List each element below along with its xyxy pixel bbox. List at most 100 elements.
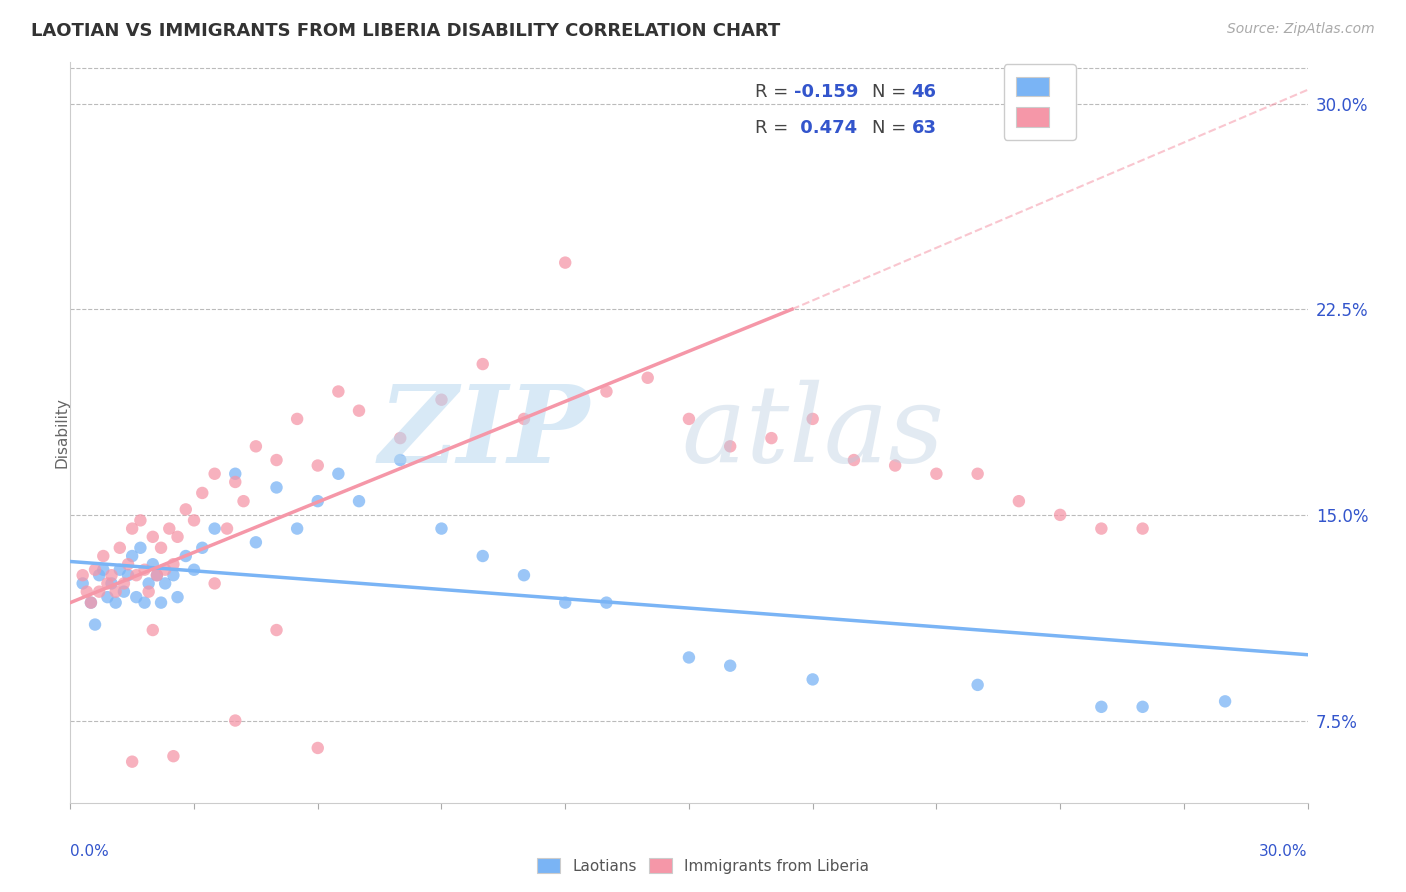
- Point: [146, 568, 169, 582]
- Point: [966, 678, 988, 692]
- Point: [129, 513, 152, 527]
- Text: Source: ZipAtlas.com: Source: ZipAtlas.com: [1227, 22, 1375, 37]
- Point: [183, 563, 205, 577]
- Point: [347, 403, 370, 417]
- Point: [842, 453, 865, 467]
- Point: [84, 563, 107, 577]
- Legend: Laotians, Immigrants from Liberia: Laotians, Immigrants from Liberia: [531, 852, 875, 880]
- Point: [637, 371, 659, 385]
- Point: [162, 749, 184, 764]
- Point: [174, 502, 197, 516]
- Point: [142, 558, 165, 572]
- Point: [801, 412, 824, 426]
- Point: [204, 576, 226, 591]
- Point: [224, 714, 246, 728]
- Point: [100, 576, 122, 591]
- Point: [89, 584, 111, 599]
- Point: [138, 584, 160, 599]
- Point: [117, 558, 139, 572]
- Y-axis label: Disability: Disability: [55, 397, 69, 468]
- Text: N =: N =: [872, 83, 911, 101]
- Point: [761, 431, 783, 445]
- Point: [285, 522, 308, 536]
- Point: [129, 541, 152, 555]
- Point: [966, 467, 988, 481]
- Point: [108, 563, 131, 577]
- Point: [80, 596, 103, 610]
- Point: [678, 650, 700, 665]
- Point: [266, 453, 288, 467]
- Point: [112, 584, 135, 599]
- Point: [162, 558, 184, 572]
- Point: [1090, 699, 1112, 714]
- Point: [142, 623, 165, 637]
- Point: [595, 596, 617, 610]
- Point: [285, 412, 308, 426]
- Point: [224, 475, 246, 489]
- Text: 0.474: 0.474: [794, 119, 858, 136]
- Text: R =: R =: [755, 83, 794, 101]
- Point: [328, 384, 350, 399]
- Point: [471, 549, 494, 563]
- Point: [232, 494, 254, 508]
- Point: [430, 392, 453, 407]
- Point: [108, 541, 131, 555]
- Point: [307, 741, 329, 756]
- Point: [801, 673, 824, 687]
- Point: [125, 590, 148, 604]
- Point: [245, 439, 267, 453]
- Text: -0.159: -0.159: [794, 83, 859, 101]
- Point: [389, 431, 412, 445]
- Point: [166, 590, 188, 604]
- Point: [153, 563, 176, 577]
- Text: 63: 63: [911, 119, 936, 136]
- Point: [121, 522, 143, 536]
- Text: ZIP: ZIP: [378, 380, 591, 485]
- Point: [150, 596, 173, 610]
- Point: [884, 458, 907, 473]
- Point: [471, 357, 494, 371]
- Point: [72, 568, 94, 582]
- Point: [1049, 508, 1071, 522]
- Point: [925, 467, 948, 481]
- Point: [112, 576, 135, 591]
- Point: [1090, 522, 1112, 536]
- Point: [104, 584, 127, 599]
- Text: R =: R =: [755, 119, 794, 136]
- Point: [307, 458, 329, 473]
- Point: [174, 549, 197, 563]
- Legend: , : ,: [1004, 64, 1076, 140]
- Point: [76, 584, 98, 599]
- Point: [121, 549, 143, 563]
- Point: [224, 467, 246, 481]
- Point: [204, 467, 226, 481]
- Point: [104, 596, 127, 610]
- Point: [1132, 699, 1154, 714]
- Point: [117, 568, 139, 582]
- Point: [328, 467, 350, 481]
- Text: 30.0%: 30.0%: [1260, 844, 1308, 858]
- Point: [146, 568, 169, 582]
- Text: LAOTIAN VS IMMIGRANTS FROM LIBERIA DISABILITY CORRELATION CHART: LAOTIAN VS IMMIGRANTS FROM LIBERIA DISAB…: [31, 22, 780, 40]
- Point: [215, 522, 238, 536]
- Point: [166, 530, 188, 544]
- Point: [134, 596, 156, 610]
- Point: [150, 541, 173, 555]
- Point: [191, 486, 214, 500]
- Point: [307, 494, 329, 508]
- Point: [121, 755, 143, 769]
- Point: [1213, 694, 1236, 708]
- Point: [1008, 494, 1031, 508]
- Point: [554, 255, 576, 269]
- Point: [125, 568, 148, 582]
- Point: [80, 596, 103, 610]
- Point: [718, 439, 741, 453]
- Point: [554, 596, 576, 610]
- Point: [347, 494, 370, 508]
- Point: [72, 576, 94, 591]
- Point: [157, 522, 180, 536]
- Point: [138, 576, 160, 591]
- Text: 46: 46: [911, 83, 936, 101]
- Point: [513, 568, 536, 582]
- Point: [430, 522, 453, 536]
